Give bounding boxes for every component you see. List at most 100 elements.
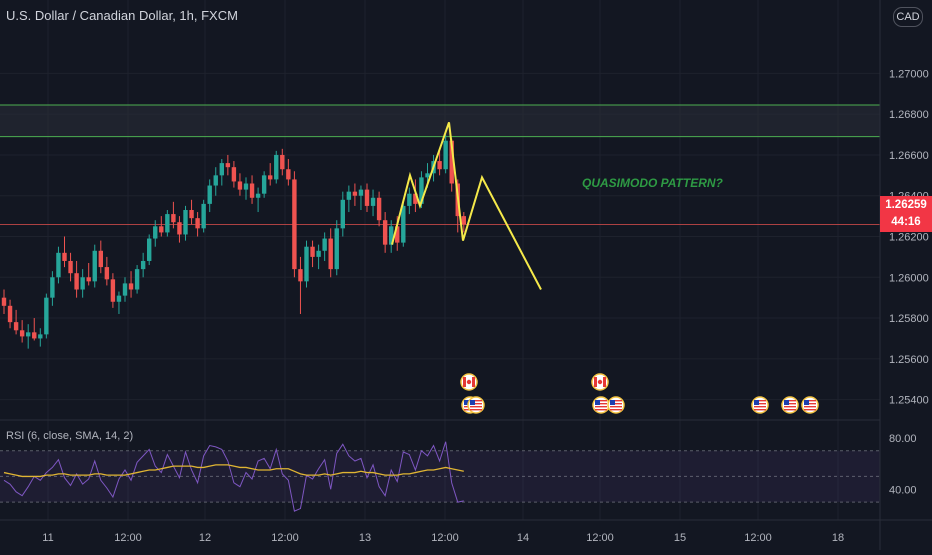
time-tick-label: 11 <box>42 532 53 544</box>
flag-stripe <box>804 400 816 402</box>
candle-body <box>1 297 7 306</box>
candle-body <box>316 250 321 257</box>
maple-leaf <box>466 379 472 385</box>
candle-body <box>80 277 85 290</box>
canada-flag-icon <box>591 373 609 391</box>
maple-leaf <box>597 379 603 385</box>
candle-body <box>147 238 152 261</box>
candle-body <box>255 193 261 198</box>
candle-body <box>376 197 382 221</box>
rsi-tick-label: 40.00 <box>889 484 917 496</box>
candle-body <box>437 161 442 170</box>
candle-body <box>249 183 255 198</box>
candle-body <box>26 332 31 337</box>
flag-stripe <box>463 377 466 387</box>
flag-stripe <box>784 403 796 405</box>
currency-badge[interactable]: CAD <box>893 7 923 27</box>
candle-body <box>389 226 394 245</box>
candle-body <box>382 220 388 245</box>
last-price-value: 1.26259 <box>885 199 927 211</box>
candle-body <box>213 175 218 186</box>
us-flag-icon <box>801 396 819 414</box>
candle-body <box>13 322 19 331</box>
candle-body <box>207 185 212 204</box>
us-flag-icon <box>781 396 799 414</box>
candle-body <box>352 191 358 196</box>
flag-stripe <box>754 406 766 408</box>
time-tick-label: 12:00 <box>431 532 459 544</box>
flag-stripe <box>784 406 796 408</box>
candle-body <box>401 205 406 243</box>
flag-canton <box>470 400 475 405</box>
pattern-annotation: QUASIMODO PATTERN? <box>582 176 723 190</box>
time-tick-label: 12 <box>199 532 211 544</box>
candle-body <box>219 163 224 176</box>
candle-body <box>280 154 285 170</box>
time-tick-label: 12:00 <box>114 532 142 544</box>
price-tick-label: 1.27000 <box>889 68 929 80</box>
candle-body <box>449 140 454 184</box>
flag-stripe <box>784 409 796 411</box>
price-tick-label: 1.25800 <box>889 313 929 325</box>
rsi-sma-line <box>3 464 464 478</box>
candle-body <box>358 189 364 196</box>
flag-stripe <box>610 409 622 411</box>
candle-body <box>116 295 122 302</box>
candle-body <box>443 140 448 170</box>
candle-body <box>128 283 134 290</box>
flag-stripe <box>594 377 597 387</box>
candle-body <box>68 260 73 274</box>
candle-body <box>310 246 315 257</box>
resistance-zone <box>0 105 880 137</box>
time-tick-label: 12:00 <box>271 532 299 544</box>
us-flag-icon <box>607 396 625 414</box>
price-tick-label: 1.26000 <box>889 272 929 284</box>
candle-body <box>98 250 103 268</box>
time-tick-label: 12:00 <box>586 532 614 544</box>
candle-body <box>334 228 339 270</box>
flag-stripe <box>610 403 622 405</box>
candle-body <box>201 203 206 229</box>
last-price-tag: 1.26259 44:16 <box>880 196 932 232</box>
candle-body <box>165 214 170 233</box>
candle-body <box>177 222 182 235</box>
flag-stripe <box>595 409 607 411</box>
candle-body <box>237 181 243 190</box>
flag-stripe <box>804 403 816 405</box>
candle-body <box>425 173 430 178</box>
candle-body <box>231 167 237 182</box>
candle-body <box>153 226 158 239</box>
candle-body <box>407 193 412 206</box>
flag-stripe <box>804 406 816 408</box>
price-tick-label: 1.26600 <box>889 150 929 162</box>
candle-body <box>32 332 37 339</box>
flag-stripe <box>470 403 482 405</box>
candle-body <box>243 183 249 190</box>
us-flag-icon <box>467 396 485 414</box>
chart-title: U.S. Dollar / Canadian Dollar, 1h, FXCM <box>6 8 238 23</box>
flag-stripe <box>784 400 796 402</box>
candle-body <box>38 334 43 339</box>
candle-body <box>62 252 67 261</box>
candle-body <box>395 226 400 243</box>
flag-stripe <box>595 403 607 405</box>
candle-body <box>110 279 116 302</box>
flag-stripe <box>472 377 475 387</box>
candle-body <box>304 246 309 282</box>
candle-body <box>56 252 61 278</box>
flag-canton <box>610 400 615 405</box>
candle-body <box>292 179 297 270</box>
flag-stripe <box>595 406 607 408</box>
candle-body <box>74 273 79 290</box>
price-tick-label: 1.26800 <box>889 109 929 121</box>
candle-body <box>122 283 128 296</box>
flag-stripe <box>610 406 622 408</box>
candle-body <box>419 177 424 204</box>
flag-stripe <box>470 406 482 408</box>
time-tick-label: 14 <box>517 532 529 544</box>
candle-body <box>322 238 327 251</box>
time-tick-label: 15 <box>674 532 686 544</box>
us-flag-icon <box>592 396 610 414</box>
